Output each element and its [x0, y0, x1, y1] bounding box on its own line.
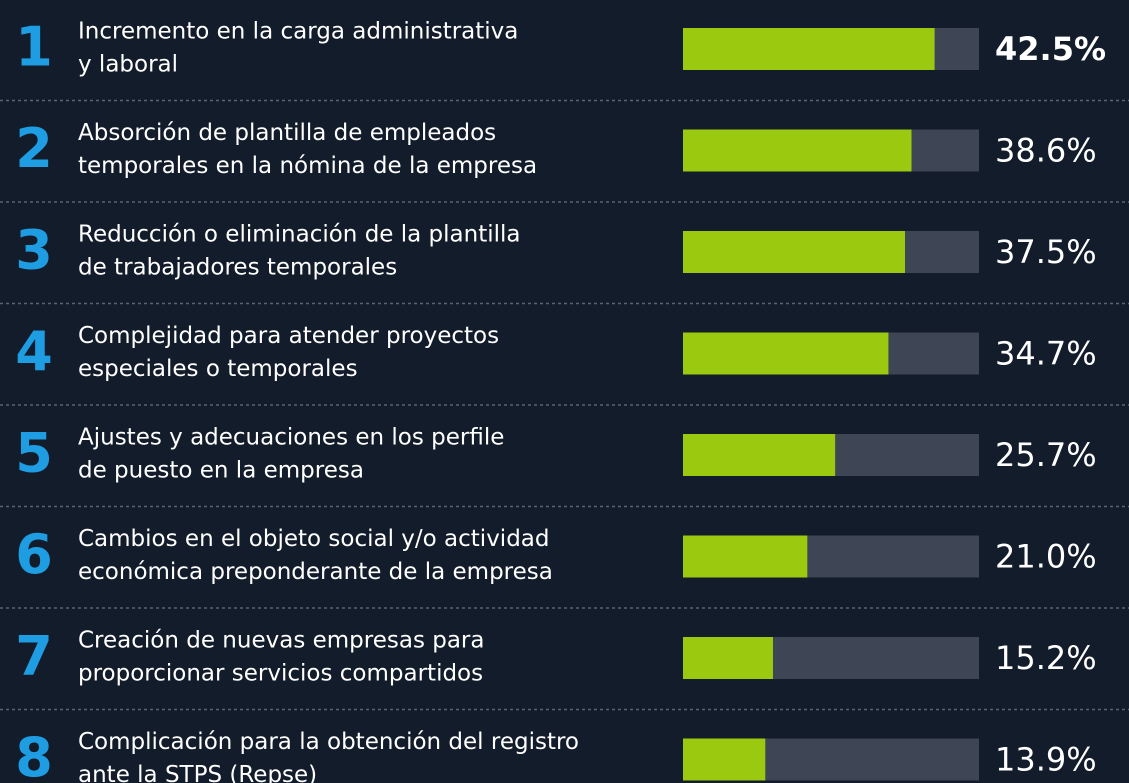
category-label: ante la STPS (Repse) — [78, 762, 317, 783]
category-label: y laboral — [78, 52, 178, 78]
category-label: Reducción o eliminación de la plantilla — [78, 222, 521, 248]
value-label: 38.6% — [995, 132, 1097, 170]
rank-number: 3 — [15, 219, 53, 282]
bar — [683, 332, 889, 375]
category-label: Complejidad para atender proyectos — [78, 323, 499, 349]
category-label: Creación de nuevas empresas para — [78, 628, 485, 654]
bar — [683, 535, 808, 578]
category-label: de puesto en la empresa — [78, 458, 364, 484]
rank-number: 2 — [15, 117, 53, 180]
rank-number: 8 — [15, 726, 53, 783]
rank-number: 4 — [15, 320, 53, 383]
category-label: económica preponderante de la empresa — [78, 559, 553, 585]
category-label: especiales o temporales — [78, 356, 358, 382]
category-label: Cambios en el objeto social y/o activida… — [78, 526, 550, 552]
bar — [683, 28, 935, 70]
bar — [683, 434, 836, 476]
category-label: Incremento en la carga administrativa — [78, 19, 518, 45]
rank-number: 6 — [15, 523, 53, 586]
category-label: proporcionar servicios compartidos — [78, 661, 483, 687]
value-label: 13.9% — [995, 741, 1097, 779]
rank-number: 1 — [15, 16, 53, 79]
category-label: Absorción de plantilla de empleados — [78, 120, 496, 146]
bar — [683, 129, 912, 172]
value-label: 37.5% — [995, 233, 1097, 271]
value-label: 25.7% — [995, 436, 1097, 474]
value-label: 34.7% — [995, 335, 1097, 373]
category-label: de trabajadores temporales — [78, 255, 397, 281]
rank-number: 5 — [15, 422, 53, 485]
bar — [683, 231, 905, 273]
value-label: 15.2% — [995, 639, 1097, 677]
rank-number: 7 — [15, 625, 53, 688]
category-label: temporales en la nómina de la empresa — [78, 153, 537, 179]
value-label: 21.0% — [995, 538, 1097, 576]
value-label: 42.5% — [995, 30, 1106, 68]
bar — [683, 738, 766, 781]
category-label: Complicación para la obtención del regis… — [78, 729, 579, 755]
bar — [683, 637, 773, 679]
category-label: Ajustes y adecuaciones en los perfile — [78, 425, 504, 451]
